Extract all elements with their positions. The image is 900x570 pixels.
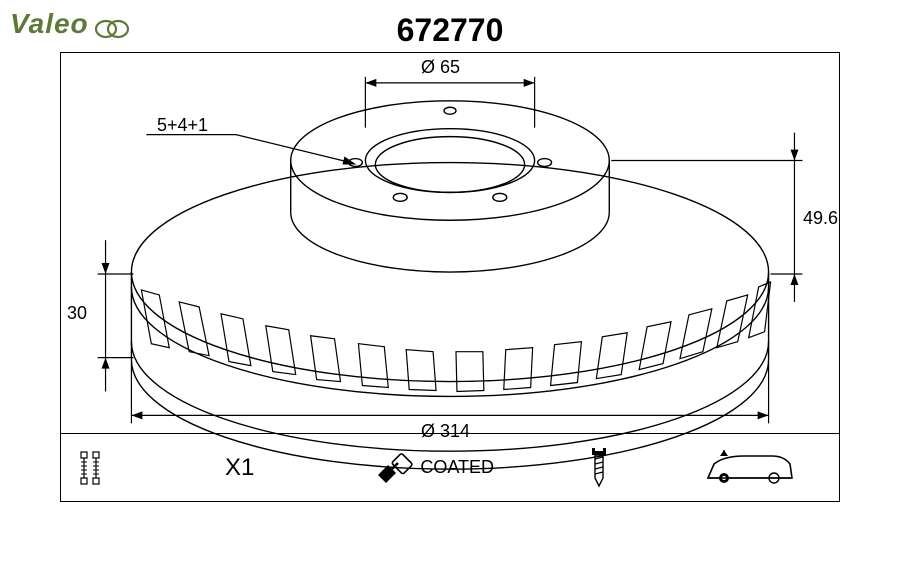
- footer-screw-icon: [584, 446, 614, 490]
- disc-body: [131, 101, 768, 469]
- valeo-logo: Valeo: [10, 8, 129, 40]
- logo-text: Valeo: [10, 8, 89, 39]
- label-height: 49.6: [803, 208, 838, 229]
- dim-top-diameter: [365, 77, 534, 128]
- dim-bolt-pattern: [146, 135, 356, 165]
- label-thickness: 30: [67, 303, 87, 324]
- label-top-diameter: Ø 65: [421, 57, 460, 78]
- footer-coated: COATED: [374, 451, 494, 485]
- technical-drawing-frame: Ø 65 5+4+1 30 49.6 Ø 314: [60, 52, 840, 502]
- paintbrush-icon: [374, 451, 414, 485]
- logo-ovals-icon: [95, 19, 129, 39]
- disc-vents: [141, 282, 770, 392]
- footer-bar: X1 COATED: [61, 433, 839, 501]
- footer-ventilated-icon: [75, 448, 105, 488]
- part-number: 672770: [397, 12, 504, 49]
- dim-thickness: [98, 240, 134, 391]
- quantity-label: X1: [225, 454, 254, 482]
- dim-height: [611, 133, 802, 302]
- footer-quantity: X1: [225, 454, 254, 482]
- dim-bottom-diameter: [131, 362, 768, 424]
- label-bolt-pattern: 5+4+1: [157, 115, 208, 136]
- coated-label: COATED: [420, 457, 494, 478]
- footer-car-front-icon: [704, 450, 794, 486]
